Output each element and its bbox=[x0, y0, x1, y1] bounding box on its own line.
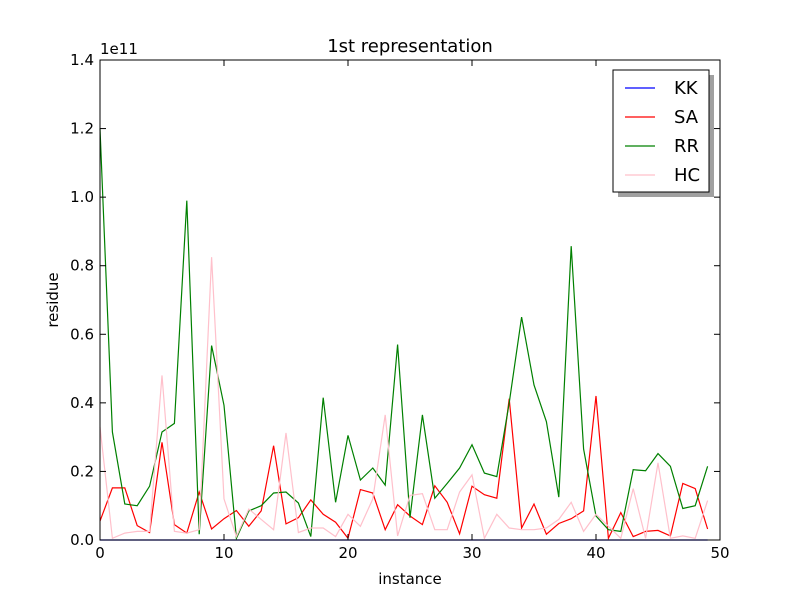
legend-label-rr: RR bbox=[674, 136, 699, 157]
y-tick-label: 0.6 bbox=[70, 325, 94, 343]
y-tick-label: 0.4 bbox=[70, 394, 94, 412]
legend: KK SA RR HC bbox=[612, 69, 714, 197]
legend-label-hc: HC bbox=[674, 165, 700, 186]
y-axis-label: residue bbox=[44, 272, 62, 327]
x-tick-label: 30 bbox=[462, 544, 481, 562]
x-tick-label: 40 bbox=[586, 544, 605, 562]
x-tick-label: 10 bbox=[214, 544, 233, 562]
y-tick-label: 1.0 bbox=[70, 188, 94, 206]
plot-frame bbox=[99, 59, 721, 541]
y-offset-label: 1e11 bbox=[100, 40, 138, 58]
y-tick-label: 1.2 bbox=[70, 120, 94, 138]
x-axis-label: instance bbox=[378, 570, 442, 588]
legend-label-sa: SA bbox=[674, 107, 699, 128]
x-tick-label: 50 bbox=[710, 544, 729, 562]
y-tick-label: 0.2 bbox=[70, 462, 94, 480]
ticks-layer: 0 10 20 30 40 50 0.0 0.2 0.4 0.6 0.8 1.0 1.2 1.4 bbox=[70, 51, 729, 562]
x-tick-label: 0 bbox=[95, 544, 105, 562]
series-line-rr bbox=[99, 128, 709, 541]
chart-title: 1st representation bbox=[327, 36, 493, 57]
legend-label-kk: KK bbox=[674, 78, 699, 99]
y-tick-label: 1.4 bbox=[70, 51, 94, 69]
legend-box bbox=[612, 69, 710, 193]
y-tick-label: 0.8 bbox=[70, 257, 94, 275]
y-tick-label: 0.0 bbox=[70, 531, 94, 549]
series-line-hc bbox=[99, 257, 709, 541]
legend-entries: KK SA RR HC bbox=[625, 78, 700, 186]
x-tick-label: 20 bbox=[338, 544, 357, 562]
